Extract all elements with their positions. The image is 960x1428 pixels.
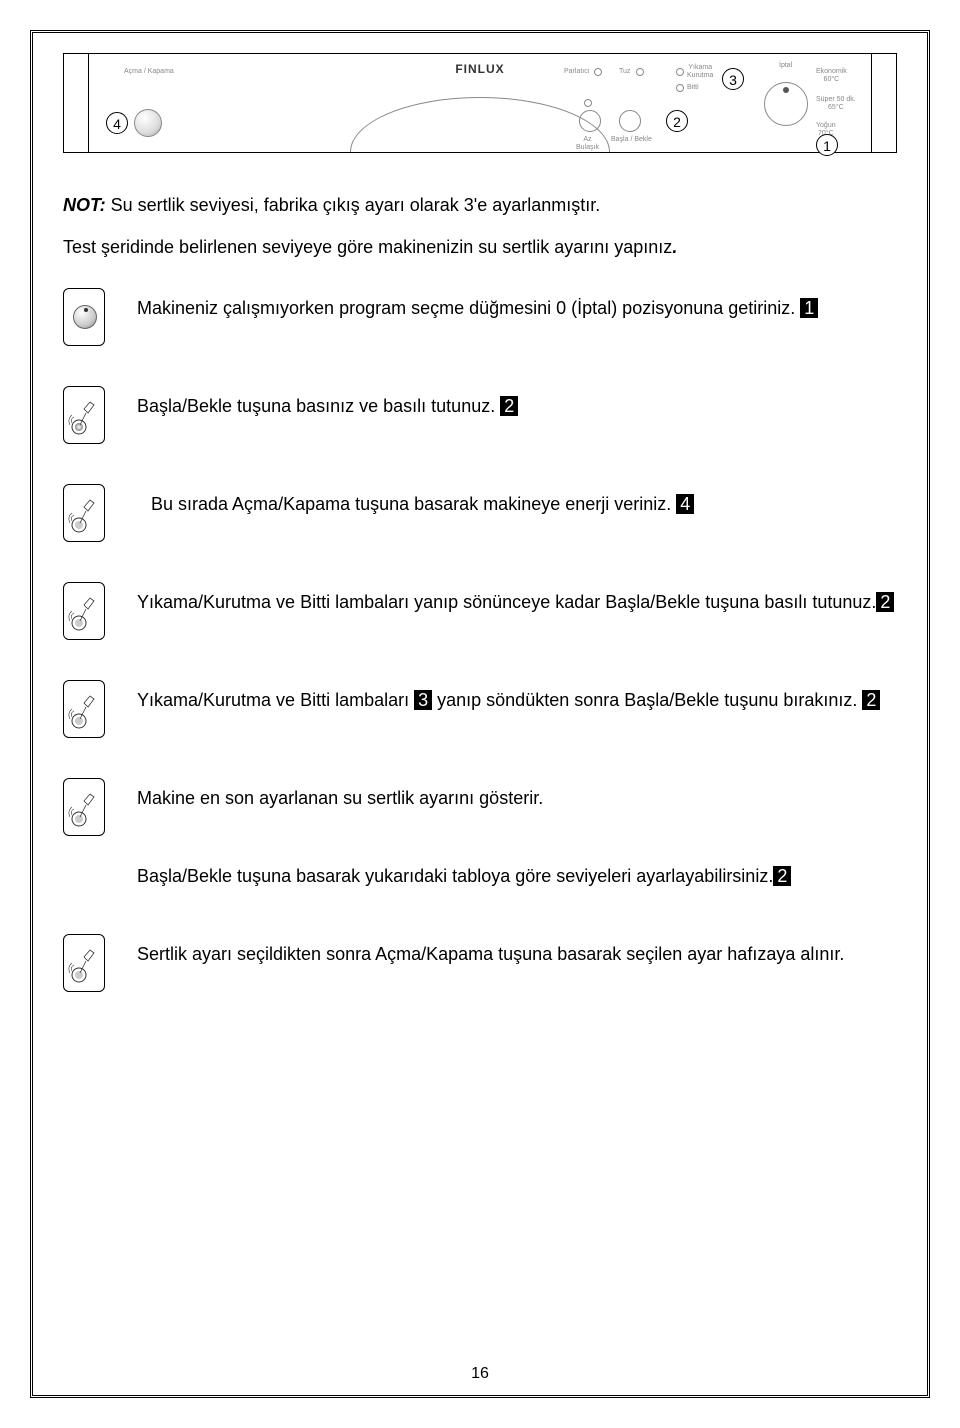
- label-ekonomik: Ekonomik 60°C: [816, 68, 847, 83]
- step-3-text: Bu sırada Açma/Kapama tuşuna basarak mak…: [137, 484, 897, 515]
- power-button-icon: [134, 109, 162, 137]
- callout-3: 3: [722, 68, 744, 90]
- step-row-2: Başla/Bekle tuşuna basınız ve basılı tut…: [63, 386, 897, 444]
- step-5-text: Yıkama/Kurutma ve Bitti lambaları 3 yanı…: [137, 680, 897, 711]
- step-row-4: Yıkama/Kurutma ve Bitti lambaları yanıp …: [63, 582, 897, 640]
- step-7-text: Başla/Bekle tuşuna basarak yukarıdaki ta…: [137, 856, 897, 887]
- brand-logo: FINLUX: [455, 62, 504, 76]
- intro-note: NOT: Su sertlik seviyesi, fabrika çıkış …: [63, 193, 897, 217]
- page-number: 16: [471, 1365, 489, 1383]
- az-bulasik-button-icon: [579, 110, 601, 132]
- label-yikama-kurutma: Yıkama Kurutma: [687, 64, 713, 79]
- step-row-8: Sertlik ayarı seçildikten sonra Açma/Kap…: [63, 934, 897, 992]
- press-icon: [63, 386, 105, 444]
- callout-4: 4: [106, 112, 128, 134]
- step-row-6: Makine en son ayarlanan su sertlik ayarı…: [63, 778, 897, 836]
- step-4-text: Yıkama/Kurutma ve Bitti lambaları yanıp …: [137, 582, 897, 613]
- control-panel-diagram: FINLUX Açma / Kapama 4 Parlatıcı Tuz Yık…: [63, 53, 897, 153]
- step-6-text: Makine en son ayarlanan su sertlik ayarı…: [137, 778, 897, 809]
- step-row-1: Makineniz çalışmıyorken program seçme dü…: [63, 288, 897, 346]
- step-8-text: Sertlik ayarı seçildikten sonra Açma/Kap…: [137, 934, 897, 965]
- spacer: [63, 856, 105, 914]
- label-az-bulasik: Az Bulaşık: [576, 136, 599, 151]
- press-icon: [63, 484, 105, 542]
- label-acma-kapama: Açma / Kapama: [124, 68, 174, 76]
- step-row-3: Bu sırada Açma/Kapama tuşuna basarak mak…: [63, 484, 897, 542]
- label-iptal: İptal: [779, 62, 792, 70]
- step-2-text: Başla/Bekle tuşuna basınız ve basılı tut…: [137, 386, 897, 417]
- press-icon: [63, 582, 105, 640]
- label-bitti: Bitti: [687, 84, 699, 92]
- label-basla-bekle: Başla / Bekle: [611, 136, 652, 144]
- step-row-5: Yıkama/Kurutma ve Bitti lambaları 3 yanı…: [63, 680, 897, 738]
- not-label: NOT:: [63, 195, 106, 215]
- callout-2: 2: [666, 110, 688, 132]
- press-icon: [63, 680, 105, 738]
- callout-1: 1: [816, 134, 838, 156]
- press-icon: [63, 934, 105, 992]
- label-parlatici: Parlatıcı: [564, 68, 590, 76]
- basla-bekle-button-icon: [619, 110, 641, 132]
- step-1-text: Makineniz çalışmıyorken program seçme dü…: [137, 288, 897, 319]
- page-frame: FINLUX Açma / Kapama 4 Parlatıcı Tuz Yık…: [30, 30, 930, 1398]
- press-icon: [63, 778, 105, 836]
- program-knob-icon: [764, 82, 808, 126]
- label-tuz: Tuz: [619, 68, 630, 76]
- intro-line2: Test şeridinde belirlenen seviyeye göre …: [63, 235, 897, 259]
- step-row-7: Başla/Bekle tuşuna basarak yukarıdaki ta…: [63, 856, 897, 914]
- label-super50: Süper 50 dk. 65°C: [816, 96, 856, 111]
- knob-icon: [63, 288, 105, 346]
